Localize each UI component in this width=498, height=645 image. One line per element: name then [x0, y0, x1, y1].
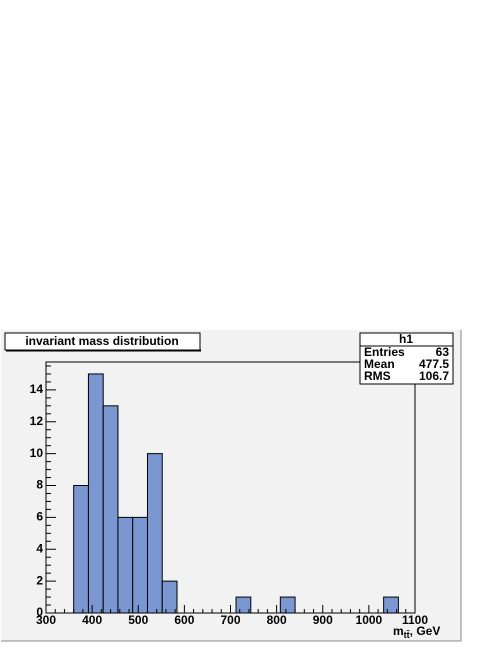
- stats-box: [359, 332, 454, 385]
- x-tick-label: 700: [220, 613, 240, 627]
- bar: [102, 405, 119, 614]
- x-label-unit: , GeV: [410, 624, 441, 638]
- y-tick-label: 4: [36, 541, 43, 555]
- x-label-main: m: [393, 624, 404, 638]
- y-tick-label: 6: [36, 510, 43, 524]
- stats-value: 106.7: [419, 369, 449, 383]
- bar: [161, 580, 178, 614]
- y-tick-label: 0: [36, 605, 43, 619]
- y-tick-label: 8: [36, 478, 43, 492]
- y-tick-label: 12: [30, 414, 44, 428]
- bar: [146, 453, 163, 614]
- bar: [73, 485, 89, 614]
- stats-label: Mean: [364, 357, 395, 371]
- stats-label: RMS: [364, 369, 391, 383]
- y-tick-label: 14: [30, 382, 44, 396]
- x-tick-label: 800: [267, 613, 287, 627]
- x-label-sub: tt̄: [404, 630, 410, 640]
- stats-label: Entries: [364, 345, 405, 359]
- y-tick-label: 2: [36, 573, 43, 587]
- stats-value: 477.5: [419, 357, 449, 371]
- plot: [45, 361, 416, 614]
- x-tick-label: 500: [128, 613, 148, 627]
- bar: [87, 373, 104, 614]
- stats-value: 63: [436, 345, 450, 359]
- stats-title: h1: [399, 332, 413, 346]
- x-tick-label: 300: [36, 613, 56, 627]
- x-tick-label: 600: [174, 613, 194, 627]
- bar: [117, 516, 134, 614]
- bar: [132, 516, 148, 614]
- x-axis-label: mtt̄, GeV: [393, 624, 440, 640]
- x-tick-label: 1100: [402, 613, 428, 627]
- x-tick-label: 900: [313, 613, 333, 627]
- y-tick-label: 10: [30, 446, 44, 460]
- x-tick-label: 1000: [356, 613, 383, 627]
- x-tick-label: 400: [82, 613, 102, 627]
- bar: [279, 596, 296, 614]
- chart-title: invariant mass distribution: [25, 334, 178, 348]
